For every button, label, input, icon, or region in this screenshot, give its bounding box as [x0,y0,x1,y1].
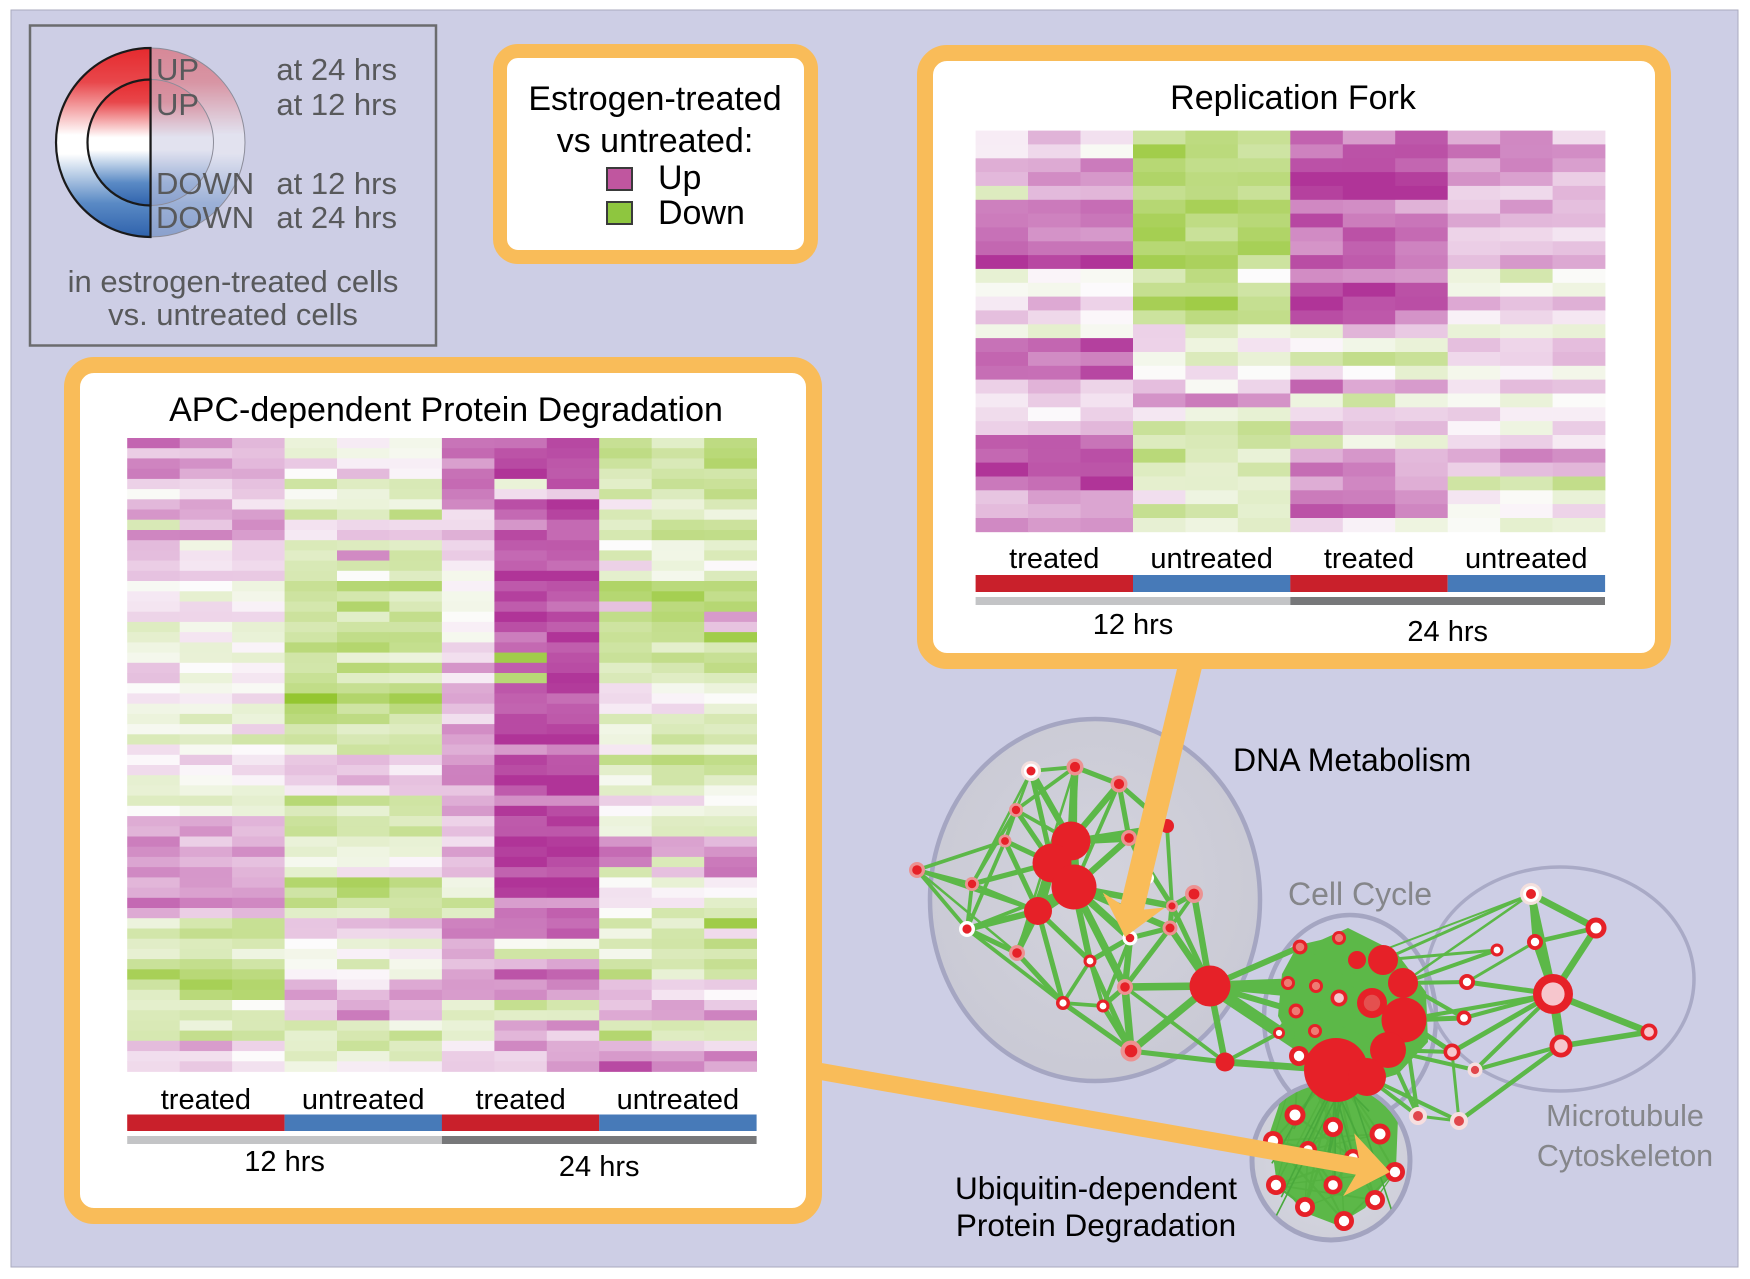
svg-text:at 12 hrs: at 12 hrs [276,87,397,122]
svg-text:UP: UP [156,52,199,87]
svg-text:Ubiquitin-dependent: Ubiquitin-dependent [955,1170,1237,1206]
svg-text:vs. untreated cells: vs. untreated cells [108,297,358,332]
svg-text:at 24 hrs: at 24 hrs [276,200,397,235]
svg-text:untreated: untreated [302,1084,425,1116]
svg-text:12 hrs: 12 hrs [244,1146,325,1178]
svg-text:DOWN: DOWN [156,200,254,235]
svg-text:treated: treated [1324,543,1414,575]
svg-text:Protein Degradation: Protein Degradation [956,1207,1236,1243]
svg-text:Cell Cycle: Cell Cycle [1288,876,1432,912]
svg-text:untreated: untreated [617,1084,740,1116]
svg-text:UP: UP [156,87,199,122]
svg-text:24 hrs: 24 hrs [1407,616,1488,648]
svg-text:in estrogen-treated cells: in estrogen-treated cells [68,264,399,299]
svg-text:untreated: untreated [1465,543,1588,575]
svg-text:Down: Down [658,194,745,232]
svg-text:Cytoskeleton: Cytoskeleton [1537,1139,1713,1173]
svg-text:at 24 hrs: at 24 hrs [276,52,397,87]
svg-text:Up: Up [658,159,701,197]
svg-text:Microtubule: Microtubule [1546,1099,1704,1133]
svg-text:DOWN: DOWN [156,166,254,201]
svg-text:APC-dependent Protein Degradat: APC-dependent Protein Degradation [169,391,723,429]
svg-text:24 hrs: 24 hrs [559,1151,640,1183]
svg-text:Estrogen-treated: Estrogen-treated [528,80,781,118]
svg-text:treated: treated [1009,543,1099,575]
svg-text:untreated: untreated [1150,543,1273,575]
svg-text:12 hrs: 12 hrs [1093,609,1174,641]
svg-text:DNA Metabolism: DNA Metabolism [1233,742,1471,778]
svg-text:Replication Fork: Replication Fork [1170,79,1417,117]
svg-text:treated: treated [475,1084,565,1116]
svg-text:vs untreated:: vs untreated: [557,122,754,160]
svg-text:at 12 hrs: at 12 hrs [276,166,397,201]
svg-text:treated: treated [161,1084,251,1116]
